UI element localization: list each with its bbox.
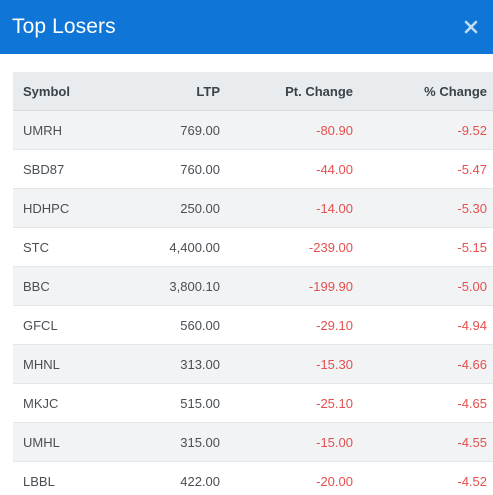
cell-symbol: SBD87 [13, 149, 133, 189]
cell-pct-change: -4.94 [353, 305, 493, 345]
cell-pct-change: -5.15 [353, 227, 493, 267]
cell-symbol: MHNL [13, 344, 133, 384]
table-row[interactable]: LBBL 422.00 -20.00 -4.52 [13, 461, 493, 495]
cell-symbol: MKJC [13, 383, 133, 423]
cell-pct-change: -9.52 [353, 110, 493, 150]
cell-pct-change: -4.55 [353, 422, 493, 462]
cell-pt-change: -20.00 [220, 461, 353, 495]
modal-header: Top Losers [0, 0, 493, 54]
cell-pt-change: -15.00 [220, 422, 353, 462]
cell-pt-change: -25.10 [220, 383, 353, 423]
losers-table: Symbol LTP Pt. Change % Change UMRH 769.0… [13, 72, 493, 495]
cell-symbol: UMRH [13, 110, 133, 150]
column-header-symbol[interactable]: Symbol [13, 72, 133, 111]
cell-pct-change: -4.52 [353, 461, 493, 495]
cell-pt-change: -199.90 [220, 266, 353, 306]
cell-ltp: 313.00 [133, 344, 220, 384]
cell-pt-change: -14.00 [220, 188, 353, 228]
cell-ltp: 250.00 [133, 188, 220, 228]
cell-ltp: 560.00 [133, 305, 220, 345]
cell-symbol: STC [13, 227, 133, 267]
cell-ltp: 315.00 [133, 422, 220, 462]
cell-symbol: UMHL [13, 422, 133, 462]
losers-table-container: Symbol LTP Pt. Change % Change UMRH 769.0… [13, 72, 493, 495]
cell-pt-change: -80.90 [220, 110, 353, 150]
close-icon-glyph [464, 20, 478, 34]
cell-pct-change: -5.30 [353, 188, 493, 228]
cell-ltp: 760.00 [133, 149, 220, 189]
cell-ltp: 769.00 [133, 110, 220, 150]
cell-pct-change: -5.00 [353, 266, 493, 306]
table-row[interactable]: MHNL 313.00 -15.30 -4.66 [13, 344, 493, 384]
table-row[interactable]: GFCL 560.00 -29.10 -4.94 [13, 305, 493, 345]
column-header-ltp[interactable]: LTP [133, 72, 220, 111]
table-row[interactable]: HDHPC 250.00 -14.00 -5.30 [13, 188, 493, 228]
cell-pct-change: -5.47 [353, 149, 493, 189]
cell-pt-change: -15.30 [220, 344, 353, 384]
cell-symbol: LBBL [13, 461, 133, 495]
column-header-pct-change[interactable]: % Change [353, 72, 493, 111]
close-icon[interactable] [462, 18, 480, 36]
table-row[interactable]: BBC 3,800.10 -199.90 -5.00 [13, 266, 493, 306]
cell-ltp: 3,800.10 [133, 266, 220, 306]
column-header-pt-change[interactable]: Pt. Change [220, 72, 353, 111]
table-row[interactable]: STC 4,400.00 -239.00 -5.15 [13, 227, 493, 267]
cell-pt-change: -239.00 [220, 227, 353, 267]
cell-pct-change: -4.65 [353, 383, 493, 423]
modal-title: Top Losers [12, 15, 116, 38]
cell-ltp: 515.00 [133, 383, 220, 423]
table-row[interactable]: UMHL 315.00 -15.00 -4.55 [13, 422, 493, 462]
cell-pt-change: -44.00 [220, 149, 353, 189]
table-row[interactable]: SBD87 760.00 -44.00 -5.47 [13, 149, 493, 189]
cell-symbol: HDHPC [13, 188, 133, 228]
table-body: UMRH 769.00 -80.90 -9.52 SBD87 760.00 -44.00 -5… [13, 110, 493, 495]
table-header-row: Symbol LTP Pt. Change % Change [13, 72, 493, 111]
table-row[interactable]: MKJC 515.00 -25.10 -4.65 [13, 383, 493, 423]
table-row[interactable]: UMRH 769.00 -80.90 -9.52 [13, 110, 493, 150]
cell-pt-change: -29.10 [220, 305, 353, 345]
cell-ltp: 422.00 [133, 461, 220, 495]
cell-symbol: BBC [13, 266, 133, 306]
table-header: Symbol LTP Pt. Change % Change [13, 72, 493, 111]
cell-pct-change: -4.66 [353, 344, 493, 384]
cell-symbol: GFCL [13, 305, 133, 345]
cell-ltp: 4,400.00 [133, 227, 220, 267]
